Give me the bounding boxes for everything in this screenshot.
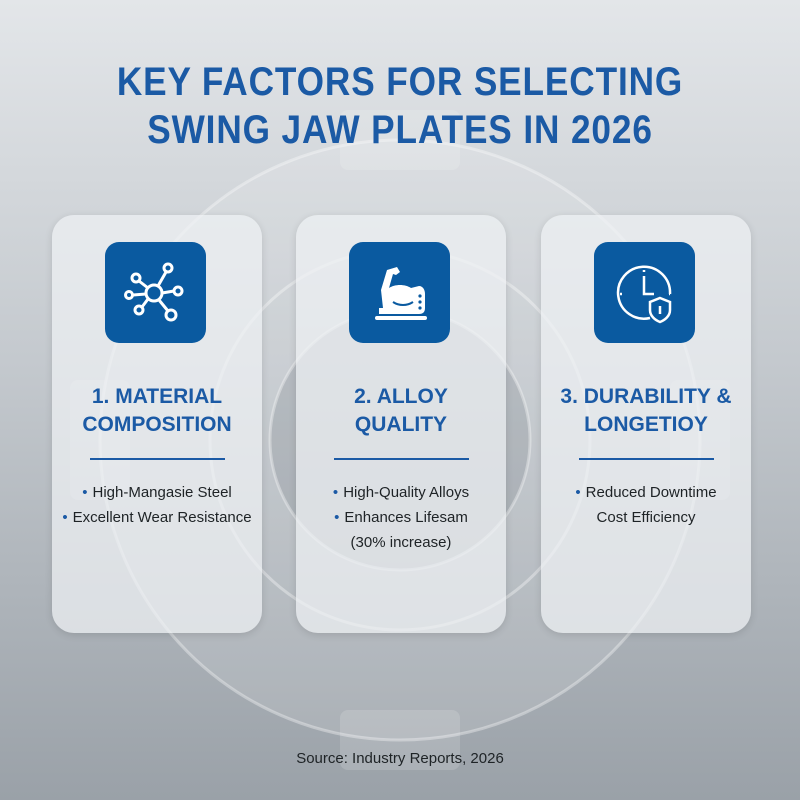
- card-alloy-quality: 2. ALLOY QUALITY • High-Quality Alloys • En…: [296, 215, 506, 633]
- page-title-line2: SWING JAW PLATES IN 2026: [147, 108, 653, 152]
- card-heading: 1. MATERIAL COMPOSITION: [82, 385, 232, 436]
- list-item: • High-Quality Alloys: [332, 484, 470, 501]
- card-durability-longevity: 3. DURABILITY & LONGETIOY • Reduced Downti…: [541, 215, 751, 633]
- bullet-list: • High-Mangasie Steel • Excellent Wear Res…: [52, 480, 262, 530]
- bullet-list: • Reduced Downtime Cost Efficiency: [541, 480, 751, 530]
- list-item: Cost Efficiency: [596, 509, 696, 526]
- clock-shield-icon: [594, 242, 695, 343]
- network-molecule-icon: [105, 242, 206, 343]
- divider: [90, 458, 225, 460]
- card-heading: 3. DURABILITY & LONGETIOY: [560, 385, 732, 436]
- divider: [334, 458, 469, 460]
- list-item: (30% increase): [350, 534, 452, 551]
- page-title-line1: KEY FACTORS FOR SELECTING: [116, 60, 684, 104]
- card-heading: 2. ALLOY QUALITY: [354, 385, 448, 436]
- bullet-list: • High-Quality Alloys • Enhances Lifesam (…: [296, 480, 506, 555]
- list-item: • High-Mangasie Steel: [82, 484, 232, 501]
- divider: [579, 458, 714, 460]
- card-material-composition: 1. MATERIAL COMPOSITION • High-Mangasie St…: [52, 215, 262, 633]
- list-item: • Excellent Wear Resistance: [62, 509, 252, 526]
- source-note: Source: Industry Reports, 2026: [296, 750, 504, 767]
- flexed-arm-icon: [349, 242, 450, 343]
- list-item: • Reduced Downtime: [575, 484, 717, 501]
- list-item: • Enhances Lifesam: [334, 509, 468, 526]
